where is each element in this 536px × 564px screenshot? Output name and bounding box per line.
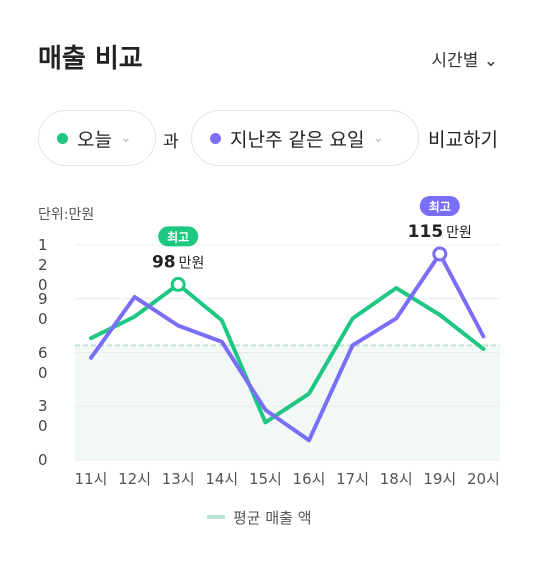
x-tick-label: 20시 — [467, 470, 500, 488]
peak-number: 115 — [408, 222, 444, 242]
x-tick-label: 16시 — [293, 470, 326, 488]
series-line — [89, 282, 486, 425]
title: 매출 비교 — [38, 44, 143, 74]
x-tick-label: 14시 — [205, 470, 238, 488]
peak-marker — [432, 246, 448, 262]
peak-badge-text: 최고 — [167, 229, 189, 244]
peak-number: 98 — [152, 252, 176, 272]
peak-unit: 만원 — [179, 255, 205, 271]
peak-unit: 만원 — [446, 225, 472, 241]
average-area — [75, 345, 500, 460]
chevron: ⌄ — [119, 130, 132, 146]
view-label: 시간별 — [431, 51, 479, 71]
y-tick-label: 60 — [38, 343, 48, 382]
y-tick-label: 90 — [38, 289, 48, 328]
x-tick-label: 13시 — [162, 470, 195, 488]
chip-label: 지난주 같은 요일 — [230, 128, 365, 151]
dot — [210, 132, 221, 144]
y-tick-label: 0 — [38, 451, 48, 469]
x-tick-label: 17시 — [336, 470, 369, 488]
joiner: 과 — [163, 132, 179, 152]
x-tick-label: 11시 — [75, 470, 108, 488]
view-dropdown[interactable]: 시간별 ⌄ — [431, 46, 498, 71]
dot — [57, 132, 68, 144]
peak-badge — [419, 195, 460, 216]
compare-button[interactable]: 비교하기 — [428, 129, 498, 151]
unit-label: 단위:만원 — [38, 207, 95, 223]
y-tick-label: 30 — [38, 397, 48, 436]
peak-value: 98 만원 — [152, 252, 204, 272]
chevron: ⌄ — [372, 130, 385, 146]
chip-second[interactable]: 지난주 같은 요일 ⌄ — [191, 110, 419, 166]
x-tick-label: 15시 — [249, 470, 282, 488]
x-tick-label: 18시 — [380, 470, 413, 488]
series-line — [89, 251, 486, 443]
peak-marker — [170, 276, 186, 292]
chip-first[interactable]: 오늘 ⌄ — [38, 110, 156, 166]
peak-badge-text: 최고 — [429, 199, 451, 214]
chevron: ⌄ — [483, 51, 498, 71]
peak-value: 115 만원 — [408, 222, 472, 242]
y-tick-label: 120 — [38, 236, 48, 294]
peak-badge — [158, 226, 199, 247]
x-tick-label: 12시 — [118, 470, 151, 488]
legend-label: 평균 매출 액 — [233, 509, 312, 527]
x-tick-label: 19시 — [423, 470, 456, 488]
chip-label: 오늘 — [77, 128, 112, 151]
